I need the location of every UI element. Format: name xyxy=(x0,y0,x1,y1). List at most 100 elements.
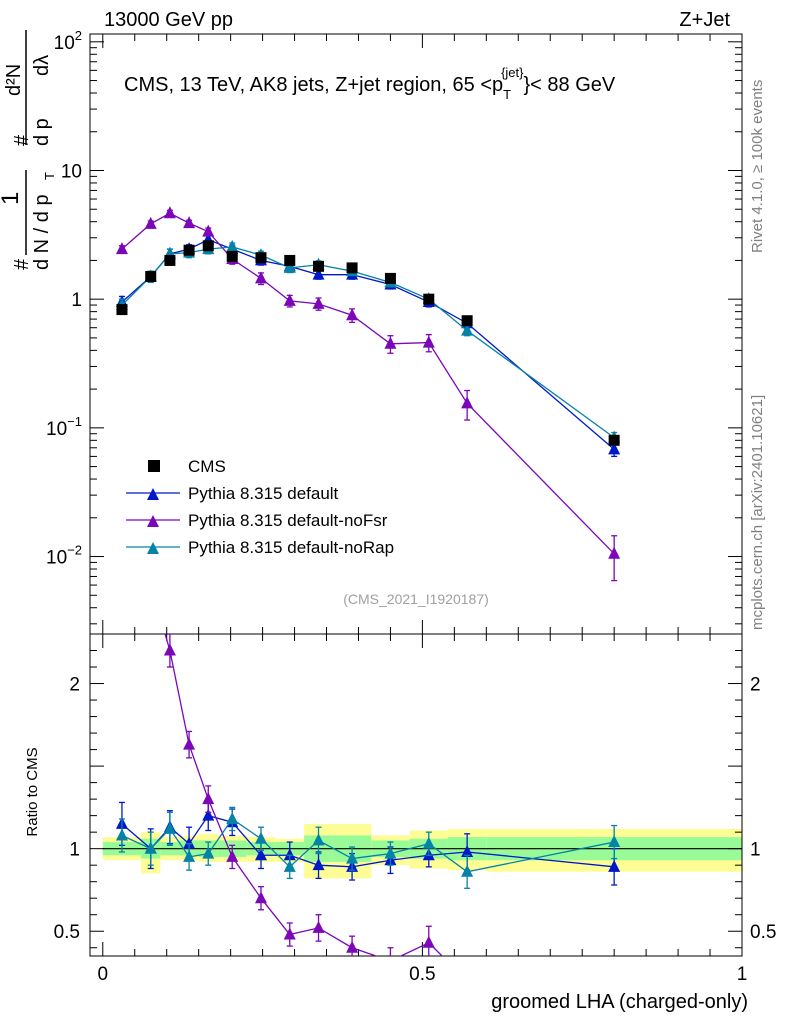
cms-data-point xyxy=(255,252,267,264)
cms-data-point xyxy=(423,293,435,305)
ratio-y-tick-label: 0.5 xyxy=(54,922,80,943)
data-point xyxy=(312,296,325,309)
ratio-data-point xyxy=(226,849,239,862)
y-tick-label: 10−2 xyxy=(46,543,82,569)
ratio-data-point xyxy=(183,836,196,849)
y-tick-label: 10 xyxy=(61,161,82,182)
legend: CMS Pythia 8.315 default Pythia 8.315 de… xyxy=(126,457,394,557)
ratio-data-point xyxy=(144,841,157,854)
series-line-1 xyxy=(121,238,615,450)
x-tick-label: 0 xyxy=(97,964,108,985)
x-tick-label: 1 xyxy=(737,964,748,985)
ratio-y-tick-label-right: 0.5 xyxy=(750,922,776,943)
data-point xyxy=(312,267,325,280)
cms-data-point xyxy=(313,260,325,272)
data-point xyxy=(226,239,239,252)
ratio-data-point xyxy=(116,528,128,540)
ratio-series-group xyxy=(115,528,621,986)
ratio-data-layer xyxy=(115,528,621,986)
svg-text:#: # xyxy=(11,258,33,270)
cms-data-point xyxy=(116,304,128,316)
cms-data-point xyxy=(284,254,296,266)
data-point xyxy=(283,260,296,273)
legend-marker-norap xyxy=(147,542,159,554)
plot-title: CMS, 13 TeV, AK8 jets, Z+jet region, 65 … xyxy=(124,65,616,102)
ratio-data-point xyxy=(461,974,473,986)
data-point xyxy=(115,242,128,255)
cms-data-point xyxy=(145,271,157,283)
cms-data-point xyxy=(183,244,195,256)
main-y-axis-label: # 1 d N / d p T # d²N d p dλ xyxy=(0,30,57,270)
ratio-data-point xyxy=(202,808,215,821)
ratio-data-point xyxy=(608,859,621,872)
ratio-data-point xyxy=(283,927,296,940)
ratio-data-point xyxy=(183,737,196,750)
svg-text:d²N: d²N xyxy=(3,64,25,96)
cms-data-point xyxy=(226,250,238,262)
svg-text:dλ: dλ xyxy=(31,55,53,76)
legend-marker-cms xyxy=(148,460,160,472)
ratio-data-point xyxy=(346,940,359,953)
svg-text:d p: d p xyxy=(31,118,53,146)
data-point xyxy=(422,335,435,348)
cms-data-point xyxy=(384,272,396,284)
ratio-data-point xyxy=(384,846,397,859)
mcplots-label: mcplots.cern.ch [arXiv:2401.10621] xyxy=(749,395,766,630)
y-tick-label: 102 xyxy=(54,28,82,54)
ratio-data-point xyxy=(283,859,296,872)
header-process-label: Z+Jet xyxy=(679,9,730,31)
data-point xyxy=(384,336,397,349)
legend-marker-nofsr xyxy=(147,515,159,527)
data-point xyxy=(144,216,157,229)
ratio-series-line-1 xyxy=(164,634,444,956)
ratio-data-point xyxy=(389,953,392,956)
data-point xyxy=(183,216,196,229)
ratio-axes: 0 0.5 10.5 0.51 12 2 xyxy=(54,633,776,985)
header-energy-label: 13000 GeV pp xyxy=(104,9,233,31)
cms-data-point xyxy=(164,254,176,266)
ratio-data-point xyxy=(312,858,325,871)
ratio-frame xyxy=(89,633,743,957)
ratio-data-point xyxy=(254,891,267,904)
x-axis-label: groomed LHA (charged-only) xyxy=(491,991,748,1013)
svg-text:T: T xyxy=(42,172,57,180)
ratio-data-point xyxy=(608,835,621,848)
analysis-watermark: (CMS_2021_I1920187) xyxy=(343,591,489,607)
ratio-y-tick-label-right: 1 xyxy=(750,840,761,861)
ratio-data-point xyxy=(461,844,474,857)
ratio-data-point xyxy=(115,828,128,841)
ratio-data-point xyxy=(183,849,196,862)
data-point xyxy=(608,546,621,559)
legend-label-cms: CMS xyxy=(188,457,226,476)
series-line-3 xyxy=(121,246,615,439)
ratio-y-tick-label: 1 xyxy=(69,840,80,861)
data-point xyxy=(461,396,474,409)
ratio-data-point xyxy=(422,836,435,849)
ratio-data-point xyxy=(346,851,359,864)
cms-data-point xyxy=(461,315,473,327)
svg-text:1: 1 xyxy=(0,192,24,205)
ratio-data-point xyxy=(254,848,267,861)
ratio-data-point xyxy=(145,577,157,589)
y-tick-label: 1 xyxy=(71,290,82,311)
ratio-data-point xyxy=(283,848,296,861)
y-tick-label: 10−1 xyxy=(46,414,82,440)
ratio-y-axis-label: Ratio to CMS xyxy=(24,747,41,836)
ratio-data-point xyxy=(461,864,474,877)
data-point xyxy=(283,293,296,306)
data-point xyxy=(608,442,621,455)
data-point xyxy=(461,323,474,336)
cms-data-point xyxy=(608,434,620,446)
cms-data-point xyxy=(346,262,358,274)
data-point xyxy=(346,308,359,321)
x-tick-label: 0.5 xyxy=(409,964,435,985)
svg-text:#: # xyxy=(11,134,33,146)
legend-label-default: Pythia 8.315 default xyxy=(188,484,339,503)
svg-text:d N / d p: d N / d p xyxy=(31,194,53,270)
ratio-data-point xyxy=(202,846,215,859)
ratio-data-point xyxy=(202,792,215,805)
legend-marker-default xyxy=(147,488,159,500)
ratio-data-point xyxy=(163,643,176,656)
ratio-data-point xyxy=(312,833,325,846)
ratio-data-point xyxy=(254,831,267,844)
